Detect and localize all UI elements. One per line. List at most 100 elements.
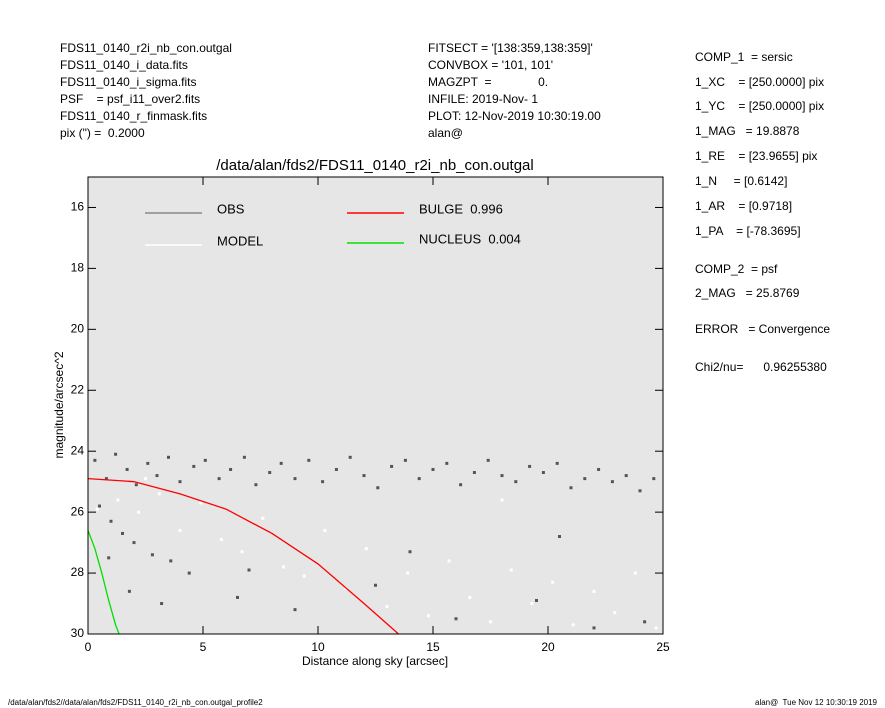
y-tick-label: 28 xyxy=(71,565,85,579)
data-point xyxy=(121,531,124,535)
data-point xyxy=(116,498,120,502)
legend-label: NUCLEUS 0.004 xyxy=(419,231,521,246)
data-point xyxy=(390,464,394,468)
data-point xyxy=(486,458,490,462)
data-point xyxy=(95,507,99,511)
data-point xyxy=(633,571,637,575)
data-point xyxy=(652,477,656,481)
header-left-line: FDS11_0140_r_finmask.fits xyxy=(60,109,207,123)
data-point xyxy=(385,605,389,609)
data-point xyxy=(217,477,221,481)
data-point xyxy=(104,477,108,481)
data-point xyxy=(431,467,435,471)
data-point xyxy=(323,528,327,532)
data-point xyxy=(114,452,118,456)
fit-parameter: COMP_2 = psf xyxy=(695,262,778,276)
x-tick-label: 0 xyxy=(85,640,92,654)
fit-parameter: ERROR = Convergence xyxy=(695,322,830,336)
y-tick-label: 26 xyxy=(71,504,85,518)
data-point xyxy=(137,510,141,514)
data-point xyxy=(134,483,138,487)
data-point xyxy=(167,455,170,459)
y-tick-label: 30 xyxy=(71,626,85,640)
data-point xyxy=(93,458,97,462)
fit-parameter: 1_RE = [23.9655] pix xyxy=(695,149,817,163)
data-point xyxy=(279,461,283,465)
header-middle-line: FITSECT = '[138:359,138:359]' xyxy=(428,41,593,55)
data-point xyxy=(558,535,561,539)
data-point xyxy=(282,565,285,569)
header-left-line: FDS11_0140_i_sigma.fits xyxy=(60,75,197,89)
x-tick-label: 5 xyxy=(200,640,207,654)
data-point xyxy=(403,458,407,462)
data-point xyxy=(551,580,555,584)
x-axis-label: Distance along sky [arcsec] xyxy=(302,654,448,668)
data-point xyxy=(408,550,412,554)
fit-parameter: 1_YC = [250.0000] pix xyxy=(695,99,824,113)
data-point xyxy=(169,559,173,563)
data-point xyxy=(254,483,258,487)
data-point xyxy=(583,477,587,481)
data-point xyxy=(144,477,147,481)
data-point xyxy=(426,614,430,618)
y-tick-label: 24 xyxy=(71,443,85,457)
data-point xyxy=(107,556,111,560)
fit-parameter: 1_PA = [-78.3695] xyxy=(695,224,801,238)
data-point xyxy=(459,483,463,487)
data-point xyxy=(307,458,311,462)
data-point xyxy=(454,617,458,621)
header-left-line: pix (") = 0.2000 xyxy=(60,126,145,140)
data-point xyxy=(500,474,504,478)
y-tick-label: 20 xyxy=(71,322,85,336)
plot-background xyxy=(88,177,663,634)
data-point xyxy=(302,574,306,578)
fit-parameter: 1_XC = [250.0000] pix xyxy=(695,75,824,89)
data-point xyxy=(146,461,150,465)
header-middle-line: CONVBOX = '101, 101' xyxy=(428,58,553,72)
data-point xyxy=(555,461,559,465)
data-point xyxy=(530,602,534,606)
data-point xyxy=(592,626,596,630)
header-left-line: PSF = psf_i11_over2.fits xyxy=(60,92,200,106)
y-axis-label: magnitude/arcsec^2 xyxy=(52,351,66,458)
chart-title: /data/alan/fds2/FDS11_0140_r2i_nb_con.ou… xyxy=(216,157,533,174)
data-point xyxy=(535,598,538,602)
data-point xyxy=(417,477,421,481)
data-point xyxy=(125,467,129,471)
fit-parameter: COMP_1 = sersic xyxy=(695,50,793,64)
header-middle-line: INFILE: 2019-Nov- 1 xyxy=(428,92,538,106)
data-point xyxy=(203,458,207,462)
data-point xyxy=(242,455,246,459)
x-tick-label: 25 xyxy=(656,640,670,654)
profile-line xyxy=(88,530,120,634)
data-point xyxy=(489,620,492,624)
data-point xyxy=(261,516,265,520)
data-point xyxy=(571,623,575,627)
x-tick-label: 10 xyxy=(311,640,325,654)
y-tick-label: 22 xyxy=(71,382,85,396)
data-point xyxy=(157,492,161,496)
data-point xyxy=(654,626,658,630)
footer-left: /data/alan/fds2//data/alan/fds2/FDS11_01… xyxy=(8,698,263,707)
data-point xyxy=(155,474,159,478)
data-point xyxy=(293,608,297,612)
plot-area xyxy=(88,452,658,634)
data-point xyxy=(109,519,113,523)
data-point xyxy=(638,489,642,493)
data-point xyxy=(229,467,233,471)
data-point xyxy=(150,553,154,557)
data-point xyxy=(178,528,182,532)
data-point xyxy=(569,486,573,490)
data-point xyxy=(509,568,513,572)
data-point xyxy=(643,620,647,624)
data-point xyxy=(240,550,244,554)
data-point xyxy=(374,583,377,587)
data-point xyxy=(268,471,272,475)
data-point xyxy=(613,611,617,615)
data-point xyxy=(219,538,223,542)
data-point xyxy=(528,464,532,468)
data-point xyxy=(247,568,251,572)
data-point xyxy=(127,589,131,593)
footer-right: alan@ Tue Nov 12 10:30:19 2019 xyxy=(755,698,878,707)
